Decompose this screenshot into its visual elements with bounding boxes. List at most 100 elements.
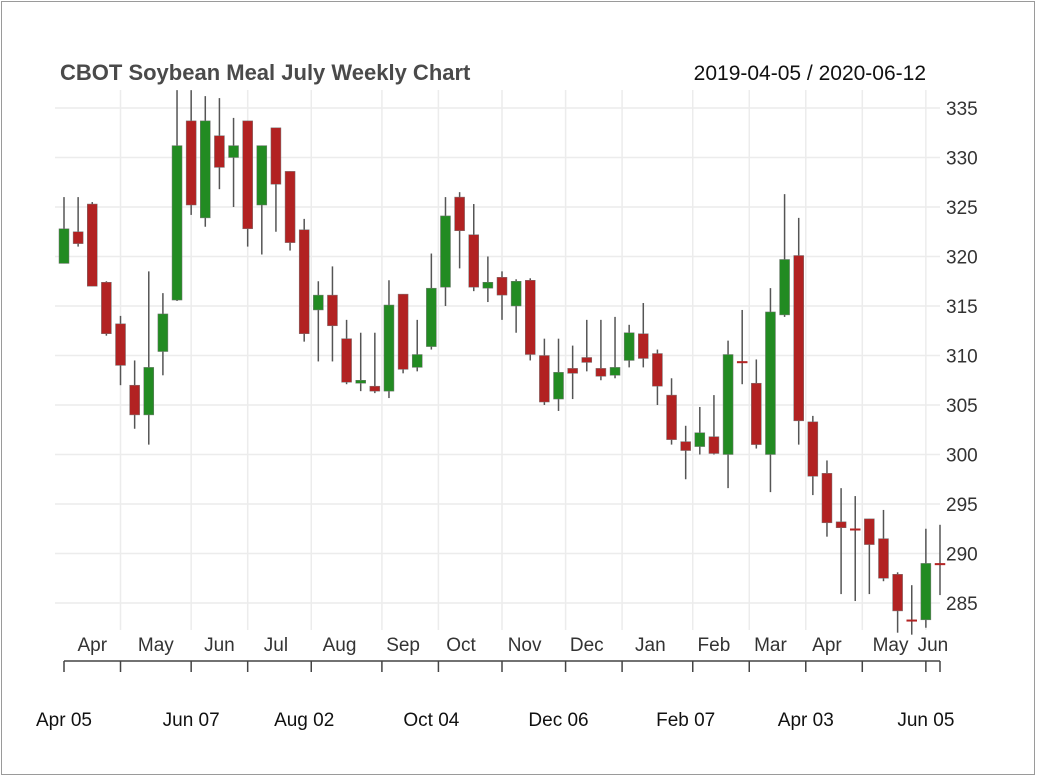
x-tick-label: Apr 05 [36,710,92,731]
candle-down [708,436,720,454]
candle-down [369,385,381,392]
candle-down [793,255,804,422]
x-tick-label: Aug 02 [274,710,334,731]
candle-down [567,368,578,374]
candle-down [680,441,691,451]
candle-up [694,432,706,447]
month-label: Apr [77,635,107,656]
candle-down [864,518,875,545]
candle-up [157,313,169,352]
candle-down [129,384,140,416]
month-label: Oct [446,635,476,656]
chart-title: CBOT Soybean Meal July Weekly Chart [60,60,471,85]
candle-up [920,563,932,621]
candle-up [722,354,734,455]
candle-down [751,382,762,445]
candle-down [242,120,253,230]
candle-down [906,619,917,622]
y-tick-label: 295 [946,495,978,516]
x-tick-label: Jun 05 [897,710,954,731]
candle-down [496,277,508,296]
candle-up [482,281,494,289]
candle-up [171,145,183,301]
candle-up [256,145,268,206]
x-tick-label: Jun 07 [163,710,220,731]
candle-down [454,196,465,232]
y-tick-label: 290 [946,545,978,566]
y-tick-label: 320 [946,248,978,269]
month-label: Jun [204,635,235,656]
candle-down [101,281,112,334]
candle-up [553,372,564,400]
candle-down [525,280,536,355]
candle-up [200,120,211,219]
candle-up [58,228,70,264]
month-label: Nov [508,635,542,656]
x-tick-label: Feb 07 [656,710,715,731]
candle-up [143,367,155,416]
candles [58,90,946,635]
month-label: Sep [386,635,420,656]
candle-down [821,473,833,524]
candle-up [440,215,451,288]
candle-down [284,171,296,243]
month-label: Apr [812,635,842,656]
y-tick-label: 325 [946,198,978,219]
candle-up [313,294,324,311]
candle-down [892,574,903,612]
y-tick-label: 305 [946,396,978,417]
month-label: Aug [323,635,357,656]
date-range: 2019-04-05 / 2020-06-12 [694,62,926,85]
y-tick-label: 330 [946,149,978,170]
candle-down [581,357,593,363]
axes: 285 290 295 300 305 310 315 320 325 330 335 Apr May J… [36,99,978,731]
month-label: May [873,635,909,656]
candle-down [298,229,310,334]
candle-up [383,304,395,392]
candle-down [934,563,946,566]
x-tick-label: Oct 04 [403,710,459,731]
candle-up [355,380,366,384]
candle-down [849,528,861,531]
candle-down [807,421,819,477]
candle-down [652,353,663,387]
month-label: Mar [754,635,787,656]
candle-down [87,203,98,287]
candle-down [539,355,550,403]
x-tick-label: Dec 06 [528,710,588,731]
candle-up [426,287,437,347]
candle-down [327,294,338,327]
y-tick-label: 315 [946,297,978,318]
candle-down [878,538,889,579]
candle-up [411,354,423,368]
month-label: Jan [635,635,666,656]
candle-down [736,361,748,364]
month-label: Dec [570,635,604,656]
candle-down [666,394,677,440]
candle-down [185,120,197,206]
candle-down [468,234,479,288]
y-tick-label: 335 [946,99,978,120]
x-tick-label: Apr 03 [778,710,834,731]
y-tick-label: 300 [946,446,978,467]
candle-up [623,332,635,361]
month-label: Jul [264,635,288,656]
y-tick-label: 285 [946,594,978,615]
candle-down [270,127,282,185]
candle-down [214,135,225,168]
candle-down [72,231,84,244]
month-label: Jun [918,635,949,656]
month-label: May [138,635,174,656]
candle-down [341,338,352,383]
candle-up [510,281,522,307]
candle-down [595,368,607,377]
candle-up [765,311,776,455]
month-label: Feb [698,635,731,656]
candle-up [609,367,621,376]
candle-down [638,333,649,359]
y-tick-label: 310 [946,347,978,368]
candle-up [779,259,790,316]
candle-down [397,293,409,370]
candle-up [228,145,239,158]
